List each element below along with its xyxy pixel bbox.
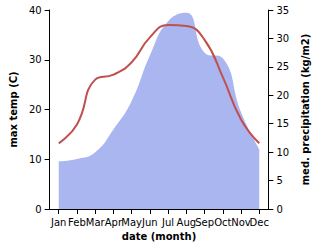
svg-text:Feb: Feb xyxy=(68,217,86,228)
svg-text:30: 30 xyxy=(276,33,289,44)
svg-text:Jan: Jan xyxy=(50,217,66,228)
svg-text:date (month): date (month) xyxy=(122,231,196,242)
svg-text:30: 30 xyxy=(29,54,42,65)
svg-text:Mar: Mar xyxy=(86,217,106,228)
svg-text:20: 20 xyxy=(276,90,289,101)
svg-text:May: May xyxy=(121,217,142,228)
svg-text:0: 0 xyxy=(276,204,282,215)
svg-text:Apr: Apr xyxy=(105,217,123,228)
svg-text:Sep: Sep xyxy=(195,217,214,228)
svg-text:Oct: Oct xyxy=(214,217,231,228)
svg-text:5: 5 xyxy=(276,175,282,186)
svg-text:0: 0 xyxy=(35,204,41,215)
svg-text:max temp (C): max temp (C) xyxy=(8,71,19,147)
svg-text:15: 15 xyxy=(276,118,289,129)
svg-text:10: 10 xyxy=(29,154,42,165)
svg-text:35: 35 xyxy=(276,5,289,16)
svg-text:med. precipitation (kg/m2): med. precipitation (kg/m2) xyxy=(300,34,311,186)
svg-text:20: 20 xyxy=(29,104,42,115)
svg-text:Dec: Dec xyxy=(250,217,269,228)
svg-text:Jul: Jul xyxy=(161,217,174,228)
svg-text:Jun: Jun xyxy=(141,217,158,228)
svg-text:40: 40 xyxy=(29,5,42,16)
svg-text:25: 25 xyxy=(276,61,289,72)
svg-text:Nov: Nov xyxy=(231,217,251,228)
svg-text:10: 10 xyxy=(276,147,289,158)
svg-text:Aug: Aug xyxy=(177,217,197,228)
